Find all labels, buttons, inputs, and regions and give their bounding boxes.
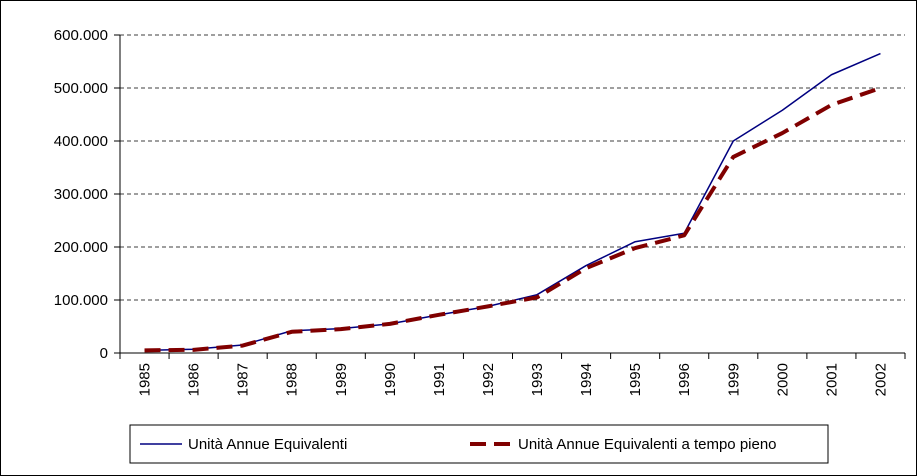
x-tick-label: 1993: [529, 363, 546, 396]
y-tick-label: 100.000: [54, 292, 108, 309]
y-tick-label: 400.000: [54, 133, 108, 150]
x-tick-label: 1989: [333, 363, 350, 396]
x-tick-label: 1995: [627, 363, 644, 396]
x-tick-label: 2002: [872, 363, 889, 396]
x-tick-label: 1991: [431, 363, 448, 396]
x-tick-label: 1986: [186, 363, 203, 396]
y-tick-label: 500.000: [54, 80, 108, 97]
x-tick-label: 1999: [725, 363, 742, 396]
legend-label: Unità Annue Equivalenti: [188, 436, 347, 453]
legend-label: Unità Annue Equivalenti a tempo pieno: [518, 436, 777, 453]
x-tick-label: 1994: [578, 363, 595, 396]
y-tick-label: 0: [100, 345, 108, 362]
x-tick-label: 1987: [235, 363, 252, 396]
x-tick-label: 1996: [676, 363, 693, 396]
y-tick-label: 600.000: [54, 27, 108, 44]
x-tick-label: 1988: [284, 363, 301, 396]
y-tick-label: 200.000: [54, 239, 108, 256]
x-tick-label: 1985: [137, 363, 154, 396]
x-tick-label: 1992: [480, 363, 497, 396]
x-tick-label: 2000: [774, 363, 791, 396]
series-line: [144, 86, 882, 353]
x-tick-label: 1990: [382, 363, 399, 396]
y-tick-label: 300.000: [54, 186, 108, 203]
x-tick-label: 2001: [823, 363, 840, 396]
